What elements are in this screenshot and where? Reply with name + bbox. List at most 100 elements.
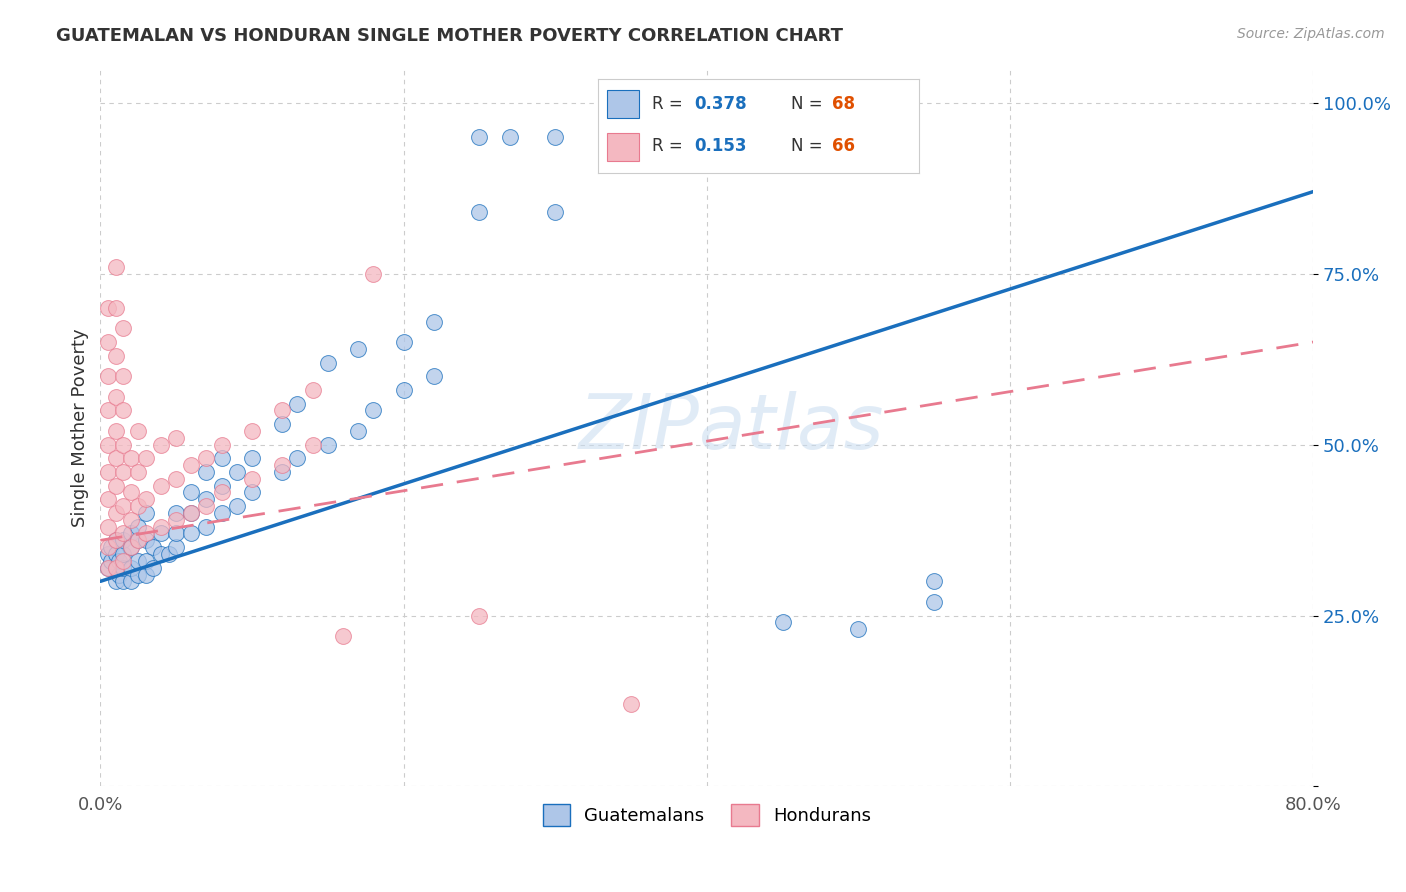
Point [97,369,120,384]
Point [107,567,129,582]
Point [142,560,165,574]
Point [211,478,233,492]
Point [165,513,187,527]
Point [120,451,142,466]
Point [112,526,135,541]
Point [225,499,247,513]
Point [127,424,149,438]
Point [135,526,157,541]
Point [468,129,491,144]
Point [271,465,294,479]
Point [544,205,567,219]
Point [180,458,202,472]
Point [135,451,157,466]
Point [112,437,135,451]
Point [423,369,446,384]
Point [165,506,187,520]
Point [120,526,142,541]
Text: Source: ZipAtlas.com: Source: ZipAtlas.com [1237,27,1385,41]
Point [142,540,165,554]
Point [468,205,491,219]
Point [211,506,233,520]
Point [97,492,120,507]
Point [104,533,127,548]
Point [97,465,120,479]
Point [150,478,173,492]
Point [150,519,173,533]
Point [104,533,127,548]
Point [112,574,135,589]
Point [135,567,157,582]
Point [361,267,384,281]
Point [287,396,309,410]
Point [361,403,384,417]
Point [922,574,945,589]
Point [104,301,127,315]
Point [150,526,173,541]
Point [97,301,120,315]
Point [127,519,149,533]
Point [195,465,218,479]
Point [104,560,127,574]
Point [104,260,127,274]
Point [97,547,120,561]
Point [120,513,142,527]
Point [127,533,149,548]
Point [157,547,180,561]
Point [240,451,263,466]
Point [150,547,173,561]
Point [120,485,142,500]
Point [211,485,233,500]
Point [112,533,135,548]
Point [271,403,294,417]
Point [499,129,522,144]
Point [240,424,263,438]
Point [104,547,127,561]
Point [180,485,202,500]
Point [240,472,263,486]
Point [97,560,120,574]
Point [120,560,142,574]
Point [120,540,142,554]
Point [104,478,127,492]
Point [195,499,218,513]
Point [180,506,202,520]
Point [127,499,149,513]
Point [135,533,157,548]
Point [150,437,173,451]
Point [120,540,142,554]
Point [127,567,149,582]
Point [195,519,218,533]
Point [135,554,157,568]
Point [104,560,127,574]
Point [772,615,794,630]
Point [127,465,149,479]
Point [97,540,120,554]
Point [112,547,135,561]
Point [468,608,491,623]
Point [301,383,323,397]
Point [127,554,149,568]
Point [97,403,120,417]
Point [347,424,370,438]
Point [104,424,127,438]
Point [112,554,135,568]
Point [195,492,218,507]
Point [112,321,135,335]
Point [97,519,120,533]
Point [165,540,187,554]
Point [97,560,120,574]
Point [392,383,415,397]
Point [135,492,157,507]
Point [922,595,945,609]
Text: GUATEMALAN VS HONDURAN SINGLE MOTHER POVERTY CORRELATION CHART: GUATEMALAN VS HONDURAN SINGLE MOTHER POV… [56,27,844,45]
Point [112,369,135,384]
Point [240,485,263,500]
Point [104,390,127,404]
Point [347,342,370,356]
Point [107,554,129,568]
Point [195,451,218,466]
Point [620,698,643,712]
Point [112,499,135,513]
Point [423,314,446,328]
